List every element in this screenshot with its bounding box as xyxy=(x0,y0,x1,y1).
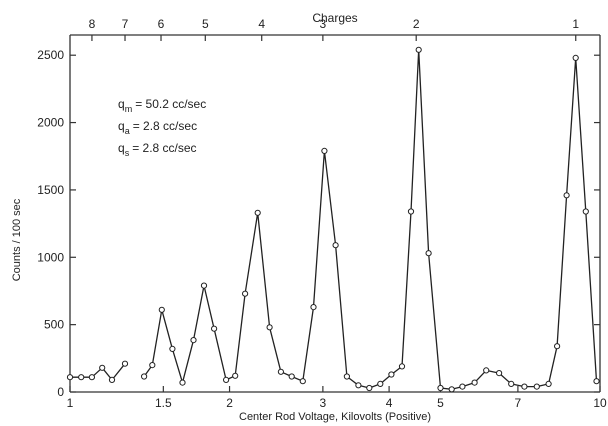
data-point xyxy=(563,192,570,199)
data-point xyxy=(310,304,317,311)
plot-frame xyxy=(69,34,601,393)
y-axis-label: Counts / 100 sec xyxy=(11,198,23,281)
data-point xyxy=(554,343,561,350)
data-point xyxy=(377,380,384,387)
annotation-line: qs = 2.8 cc/sec xyxy=(118,141,197,158)
top-tick-label: 3 xyxy=(320,17,327,31)
y-tick-label: 500 xyxy=(44,318,64,332)
y-tick-label: 1000 xyxy=(37,250,64,264)
x-axis-ticks: 1 1.5 2 3 4 5 7 10 xyxy=(67,386,607,410)
data-point xyxy=(149,362,156,369)
data-point xyxy=(232,372,239,379)
data-point xyxy=(483,367,490,374)
data-point xyxy=(99,364,106,371)
x-tick-label: 5 xyxy=(437,396,444,410)
data-point xyxy=(288,373,295,380)
x-tick-label: 4 xyxy=(386,396,393,410)
y-tick-label: 1500 xyxy=(37,183,64,197)
annotation-subscript: s xyxy=(125,148,130,158)
data-point xyxy=(169,345,176,352)
top-axis-ticks: 8 7 6 5 4 3 2 1 xyxy=(89,17,579,41)
data-point xyxy=(200,282,208,289)
annotation-subscript: a xyxy=(125,126,130,136)
x-tick-label: 2 xyxy=(226,396,233,410)
top-tick-label: 7 xyxy=(122,17,129,31)
data-point xyxy=(407,208,415,215)
data-point xyxy=(190,337,197,344)
data-point xyxy=(533,383,540,390)
y-tick-label: 2000 xyxy=(37,116,64,130)
annotation-symbol: q xyxy=(118,119,125,133)
data-point xyxy=(78,374,85,381)
x-tick-label: 7 xyxy=(515,396,522,410)
data-point xyxy=(242,290,249,297)
data-point xyxy=(496,370,503,377)
data-point xyxy=(321,147,328,154)
annotation-text: = 50.2 cc/sec xyxy=(135,97,206,111)
data-point xyxy=(425,250,432,257)
y-tick-label: 0 xyxy=(57,385,64,399)
x-tick-label: 1 xyxy=(67,396,74,410)
data-point xyxy=(141,373,148,380)
x-axis-label: Center Rod Voltage, Kilovolts (Positive) xyxy=(239,411,431,423)
data-point xyxy=(88,374,96,381)
top-axis-title: Charges xyxy=(312,11,357,25)
x-tick-label: 3 xyxy=(320,396,327,410)
data-point xyxy=(437,384,444,392)
x-tick-label: 1.5 xyxy=(155,396,172,410)
annotation-line: qm = 50.2 cc/sec xyxy=(118,97,206,114)
data-point xyxy=(398,363,406,370)
series-layer xyxy=(66,46,600,393)
data-point xyxy=(471,379,478,386)
data-point xyxy=(459,383,466,390)
data-point xyxy=(66,374,74,381)
annotation-line: qa = 2.8 cc/sec xyxy=(118,119,197,136)
data-point xyxy=(343,373,350,380)
data-point xyxy=(355,382,362,389)
data-point xyxy=(332,242,339,249)
data-point xyxy=(108,376,116,383)
data-point xyxy=(388,371,395,378)
data-point xyxy=(254,209,261,216)
data-point xyxy=(211,325,218,332)
data-point xyxy=(572,54,579,62)
y-axis-ticks: 0 500 1000 1500 2000 2500 xyxy=(37,48,600,399)
top-tick-label: 8 xyxy=(89,17,96,31)
data-point xyxy=(277,368,284,375)
top-tick-label: 5 xyxy=(202,17,209,31)
data-point xyxy=(448,386,455,393)
annotation-text: = 2.8 cc/sec xyxy=(133,119,197,133)
top-tick-label: 2 xyxy=(413,17,420,31)
data-point xyxy=(266,324,273,331)
data-point xyxy=(593,378,600,385)
data-point xyxy=(545,380,552,387)
data-point xyxy=(158,306,165,313)
annotation-text: = 2.8 cc/sec xyxy=(132,141,196,155)
data-point xyxy=(508,380,515,387)
data-point xyxy=(415,46,422,53)
annotation-symbol: q xyxy=(118,141,125,155)
top-tick-label: 4 xyxy=(258,17,265,31)
annotation-subscript: m xyxy=(125,104,133,114)
data-point xyxy=(299,378,306,385)
data-point xyxy=(366,384,373,392)
top-tick-label: 1 xyxy=(572,17,579,31)
data-point xyxy=(223,376,230,383)
data-point xyxy=(179,379,186,386)
data-point xyxy=(582,208,589,215)
top-tick-label: 6 xyxy=(158,17,165,31)
data-point xyxy=(121,360,129,367)
y-tick-label: 2500 xyxy=(37,48,64,62)
x-tick-label: 10 xyxy=(593,396,607,410)
data-point xyxy=(521,383,528,390)
annotation-symbol: q xyxy=(118,97,125,111)
